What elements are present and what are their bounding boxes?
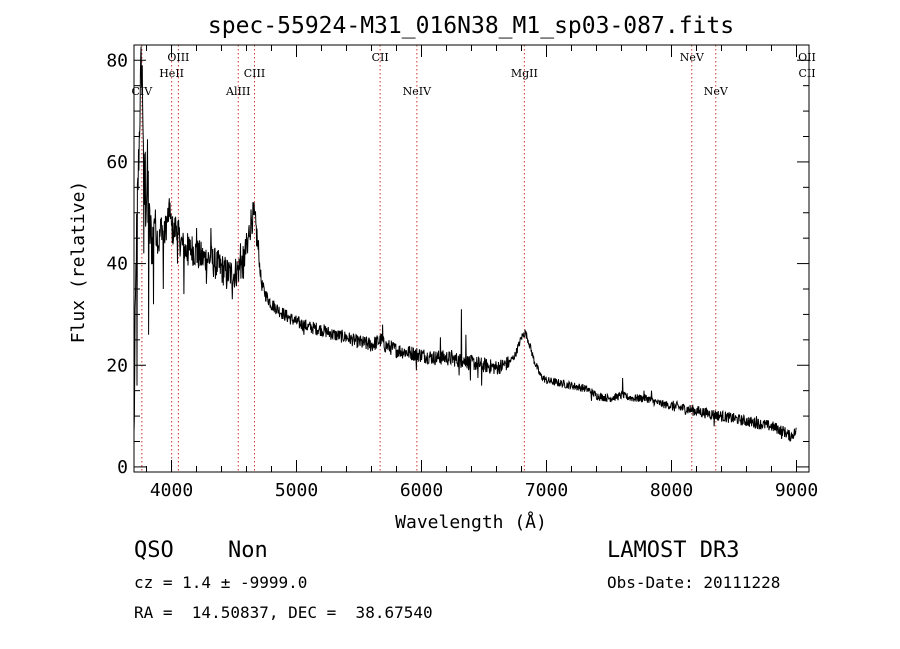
emission-line-label-5: CII (372, 51, 389, 64)
y-tick-label-60: 60 (106, 152, 128, 173)
x-tick-label-9000: 9000 (775, 480, 818, 501)
y-tick-label-20: 20 (106, 355, 128, 376)
plot-frame (133, 44, 810, 473)
emission-line-label-7: MgII (511, 67, 538, 80)
chart-title: spec-55924-M31_016N38_M1_sp03-087.fits (208, 13, 734, 39)
x-tick-label-4000: 4000 (150, 480, 193, 501)
y-axis-label: Flux (relative) (68, 181, 89, 344)
object-class: QSO (134, 538, 174, 563)
spectrum-line (133, 46, 797, 467)
emission-line-label-3: AlIII (225, 85, 251, 98)
y-tick-label-40: 40 (106, 254, 128, 275)
emission-line-label-11: CII (798, 67, 815, 80)
emission-line-label-9: NeV (704, 85, 729, 98)
x-tick-label-8000: 8000 (650, 480, 693, 501)
y-tick-label-0: 0 (117, 457, 128, 478)
emission-lines: CIVHeIIOIIIAlIIICIIICIINeIVMgIINeVNeVOII… (132, 45, 816, 472)
x-tick-label-5000: 5000 (275, 480, 318, 501)
emission-line-label-4: CIII (244, 67, 265, 80)
object-subclass: Non (228, 538, 268, 563)
emission-line-label-10: OII (798, 51, 816, 64)
emission-line-label-2: OIII (167, 51, 189, 64)
y-tick-label-80: 80 (106, 50, 128, 71)
redshift-value: cz = 1.4 ± -9999.0 (134, 573, 308, 592)
emission-line-label-6: NeIV (403, 85, 432, 98)
emission-line-label-1: HeII (159, 67, 184, 80)
survey-name: LAMOST DR3 (607, 538, 740, 563)
coordinates: RA = 14.50837, DEC = 38.67540 (134, 603, 433, 622)
x-tick-label-7000: 7000 (525, 480, 568, 501)
axis-ticks: 4000 5000 6000 7000 8000 9000 0 20 40 60 80 (106, 45, 818, 501)
x-tick-label-6000: 6000 (400, 480, 443, 501)
emission-line-label-8: NeV (680, 51, 705, 64)
obs-date: Obs-Date: 20111228 (607, 573, 781, 592)
x-axis-label: Wavelength (Å) (395, 511, 547, 533)
